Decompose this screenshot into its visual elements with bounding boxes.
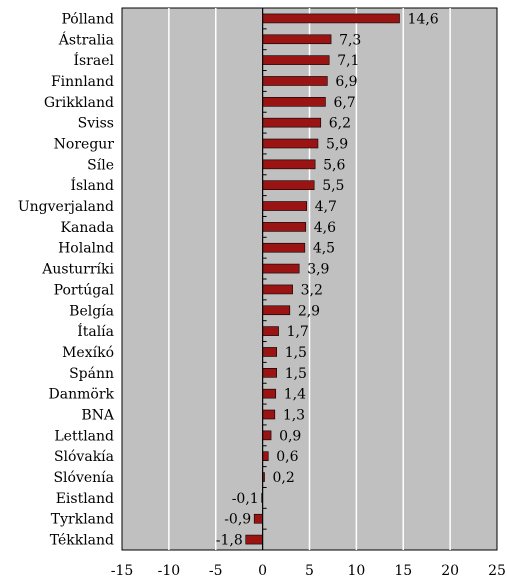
category-label: Ísrael — [73, 51, 114, 69]
x-tick-label: -5 — [209, 563, 223, 579]
category-label: Kanada — [61, 220, 114, 236]
value-label: 4,6 — [314, 220, 336, 236]
bar — [262, 159, 316, 170]
value-label: 1,3 — [283, 408, 305, 424]
bar — [262, 76, 328, 86]
bar — [262, 138, 319, 149]
category-label: Síle — [87, 157, 114, 173]
bar — [262, 180, 315, 190]
x-tick-labels: -15 -10 -5 0 5 10 15 20 25 — [111, 563, 506, 579]
x-tick-label: 15 — [394, 563, 412, 579]
x-tick-label: -10 — [158, 563, 181, 579]
category-label: Sviss — [78, 116, 114, 132]
value-label: 4,7 — [315, 199, 337, 215]
bar — [262, 388, 277, 399]
x-tick-label: 20 — [441, 563, 459, 579]
value-label: 3,9 — [307, 262, 329, 278]
value-label: 4,5 — [313, 241, 335, 257]
x-tick-label: 10 — [347, 563, 365, 579]
value-label: 5,5 — [322, 178, 344, 194]
bar — [262, 284, 293, 295]
value-label: 3,2 — [301, 282, 323, 298]
category-label: Slóvakía — [54, 449, 114, 465]
value-label: 1,5 — [285, 366, 307, 382]
value-label: -0,9 — [224, 512, 251, 528]
x-tick-label: -15 — [111, 563, 134, 579]
value-label: -0,1 — [232, 491, 259, 507]
x-tick-label: 25 — [488, 563, 506, 579]
category-label: Ástralia — [58, 30, 114, 48]
grid-lines — [168, 8, 451, 551]
x-tick-label: 0 — [258, 563, 267, 579]
bar — [262, 97, 326, 107]
category-label: BNA — [81, 408, 115, 424]
value-label: -1,8 — [216, 533, 243, 549]
category-labels: Pólland Ástralia Ísrael Finnland Grikkland Sv… — [18, 11, 115, 548]
category-label: Slóvenía — [53, 470, 114, 486]
category-label: Ísland — [70, 176, 114, 194]
value-label: 7,3 — [339, 32, 361, 48]
value-label: 2,9 — [298, 303, 320, 319]
bar — [262, 368, 277, 378]
bar — [262, 55, 330, 65]
category-label: Noregur — [54, 137, 115, 153]
bar — [262, 326, 279, 336]
category-label: Ungverjaland — [18, 199, 114, 215]
category-label: Tékkland — [50, 533, 114, 549]
category-label: Spánn — [69, 366, 114, 382]
bar — [262, 117, 322, 128]
category-label: Eistland — [56, 491, 114, 507]
bar — [262, 409, 276, 420]
value-label: 6,2 — [329, 116, 351, 132]
value-label: 1,4 — [284, 387, 306, 403]
value-label: 7,1 — [337, 53, 359, 69]
bar — [262, 13, 400, 24]
value-label: 6,7 — [333, 95, 355, 111]
category-label: Holalnd — [58, 241, 114, 257]
bar — [262, 222, 307, 232]
value-label: 5,6 — [323, 157, 345, 173]
category-label: Tyrkland — [51, 512, 114, 528]
bar — [262, 347, 277, 357]
x-tick-label: 5 — [305, 563, 314, 579]
category-label: Mexíkó — [62, 345, 114, 361]
category-label: Ítalía — [77, 322, 114, 340]
bar — [253, 513, 263, 524]
bar — [262, 263, 300, 274]
bars — [245, 13, 400, 545]
category-label: Lettland — [54, 428, 114, 444]
bar — [262, 242, 306, 253]
value-label: 1,7 — [287, 324, 309, 340]
value-label: 14,6 — [408, 11, 439, 27]
bar — [262, 430, 272, 441]
category-label: Portúgal — [54, 282, 115, 298]
category-label: Belgía — [69, 303, 114, 319]
value-label: 0,6 — [276, 449, 298, 465]
value-label: 6,9 — [335, 74, 357, 90]
bar — [262, 34, 332, 45]
category-label: Grikkland — [44, 95, 114, 111]
bar — [245, 534, 263, 545]
value-label: 5,9 — [326, 137, 348, 153]
category-label: Danmörk — [49, 387, 115, 403]
value-label: 0,9 — [279, 428, 301, 444]
bar — [262, 201, 307, 211]
category-label: Finnland — [51, 74, 114, 90]
category-label: Austurríki — [41, 262, 114, 278]
category-label: Pólland — [61, 11, 114, 27]
value-label: 1,5 — [285, 345, 307, 361]
value-labels: 14,6 7,3 7,1 6,9 6,7 6,2 5,9 5,6 5,5 4,7 4,6 4,5 3,9… — [216, 11, 439, 548]
bar — [262, 305, 291, 316]
bar — [262, 451, 269, 461]
value-label: 0,2 — [273, 470, 295, 486]
